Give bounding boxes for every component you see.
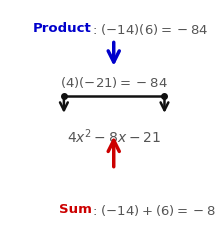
Text: Sum: Sum xyxy=(59,203,92,216)
Text: : $(-14)(6) = -84$: : $(-14)(6) = -84$ xyxy=(92,22,208,37)
Text: Product: Product xyxy=(33,22,92,35)
Text: : $(-14) + (6) = -8$: : $(-14) + (6) = -8$ xyxy=(92,203,216,218)
Text: $(4)(-21) = -84$: $(4)(-21) = -84$ xyxy=(60,75,168,90)
Text: $4x^2-8x-21$: $4x^2-8x-21$ xyxy=(67,127,161,146)
